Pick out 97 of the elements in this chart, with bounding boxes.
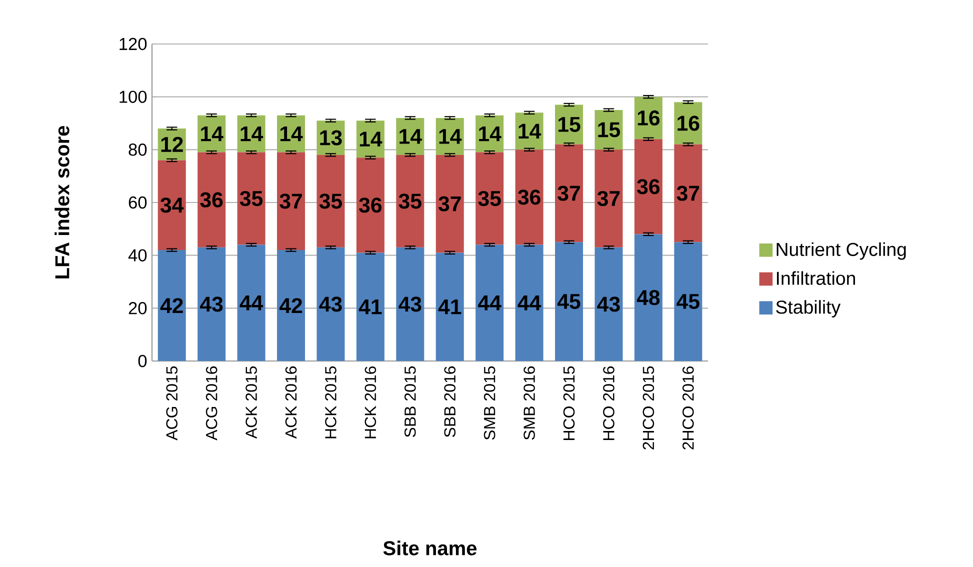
x-axis-title: Site name [383, 540, 477, 556]
data-label: 36 [518, 190, 540, 205]
data-label: 14 [518, 124, 542, 139]
bar [356, 252, 384, 361]
data-label: 35 [398, 194, 422, 209]
bar [356, 158, 384, 253]
data-label: 36 [637, 179, 660, 194]
data-label: 15 [598, 122, 620, 138]
y-tick-label: 120 [120, 38, 147, 50]
y-tick-label: 0 [138, 354, 147, 368]
data-label: 43 [200, 296, 223, 312]
data-label: 36 [200, 192, 223, 208]
bar [674, 144, 702, 242]
bar [158, 160, 186, 250]
data-label: 44 [240, 296, 264, 310]
bar [316, 154, 345, 248]
data-label: 43 [597, 296, 620, 312]
data-label: 15 [558, 117, 580, 132]
bar [634, 139, 662, 234]
x-tick-label: HCO 2015 [563, 366, 575, 440]
bar [316, 247, 345, 361]
data-label: 37 [438, 196, 461, 212]
data-label: 44 [518, 296, 542, 310]
bar [237, 152, 266, 245]
bar [634, 234, 662, 361]
bar [674, 102, 702, 144]
y-tick-label: 60 [128, 196, 147, 209]
data-label: 37 [280, 194, 302, 209]
data-label: 35 [319, 194, 342, 209]
y-tick-label: 40 [128, 249, 147, 262]
data-label: 42 [160, 298, 183, 313]
bar [198, 247, 226, 361]
data-label: 37 [597, 190, 620, 206]
x-tick-label: HCO 2016 [603, 366, 614, 440]
x-tick-label: ACG 2016 [206, 366, 218, 440]
x-tick-label: ACK 2015 [246, 366, 257, 439]
bar [555, 242, 584, 361]
data-label: 44 [478, 296, 502, 310]
x-tick-label: ACK 2016 [285, 366, 297, 439]
x-tick-label: SBB 2016 [444, 366, 456, 438]
x-tick-label: 2HCO 2015 [642, 366, 654, 450]
data-label: 36 [359, 198, 382, 213]
bar [396, 247, 424, 361]
bar [476, 244, 504, 361]
data-label: 14 [439, 129, 462, 144]
bar [396, 154, 424, 248]
legend-label: Infiltration [776, 271, 855, 285]
bar [555, 144, 584, 242]
x-tick-label: HCK 2016 [364, 366, 376, 438]
y-tick-label: 20 [128, 302, 147, 314]
data-label: 48 [636, 290, 660, 306]
data-label: 41 [358, 300, 382, 314]
data-label: 16 [638, 110, 660, 126]
bar [436, 252, 464, 361]
y-axis-title: LFA index score [54, 126, 70, 278]
bar [515, 244, 544, 361]
data-label: 14 [479, 126, 502, 142]
data-label: 14 [280, 126, 303, 142]
data-label: 12 [161, 136, 183, 152]
x-tick-label: SMB 2015 [484, 366, 496, 440]
data-label: 43 [398, 296, 422, 312]
x-tick-label: ACG 2015 [166, 366, 178, 440]
data-label: 14 [201, 126, 224, 142]
data-label: 37 [558, 186, 580, 201]
data-label: 45 [557, 294, 580, 309]
bar [594, 150, 623, 248]
data-label: 14 [240, 126, 264, 142]
data-label: 41 [438, 300, 462, 314]
data-label: 14 [400, 129, 422, 144]
bar [476, 152, 504, 245]
bar [436, 154, 464, 253]
bar [198, 152, 226, 248]
data-label: 13 [320, 130, 342, 146]
bar [277, 250, 306, 361]
x-tick-label: SBB 2015 [404, 366, 416, 438]
data-label: 34 [160, 198, 184, 213]
bar [277, 152, 306, 250]
bar [237, 244, 266, 361]
y-tick-label: 80 [128, 144, 147, 156]
data-label: 43 [319, 296, 342, 312]
bar [674, 242, 702, 361]
data-label: 35 [240, 190, 263, 206]
legend-label: Nutrient Cycling [776, 242, 906, 260]
data-label: 16 [678, 116, 700, 131]
data-label: 45 [676, 294, 700, 309]
data-label: 14 [360, 132, 382, 146]
x-tick-label: SMB 2016 [524, 366, 535, 440]
data-label: 42 [279, 298, 302, 313]
bar [594, 247, 623, 361]
data-label: 35 [478, 190, 501, 206]
bar [158, 250, 186, 361]
data-label: 37 [676, 186, 700, 201]
bar [515, 150, 544, 245]
x-tick-label: HCK 2015 [325, 366, 336, 438]
y-tick-label: 100 [120, 90, 147, 103]
legend-label: Stability [776, 300, 841, 318]
x-tick-label: 2HCO 2016 [682, 366, 694, 450]
